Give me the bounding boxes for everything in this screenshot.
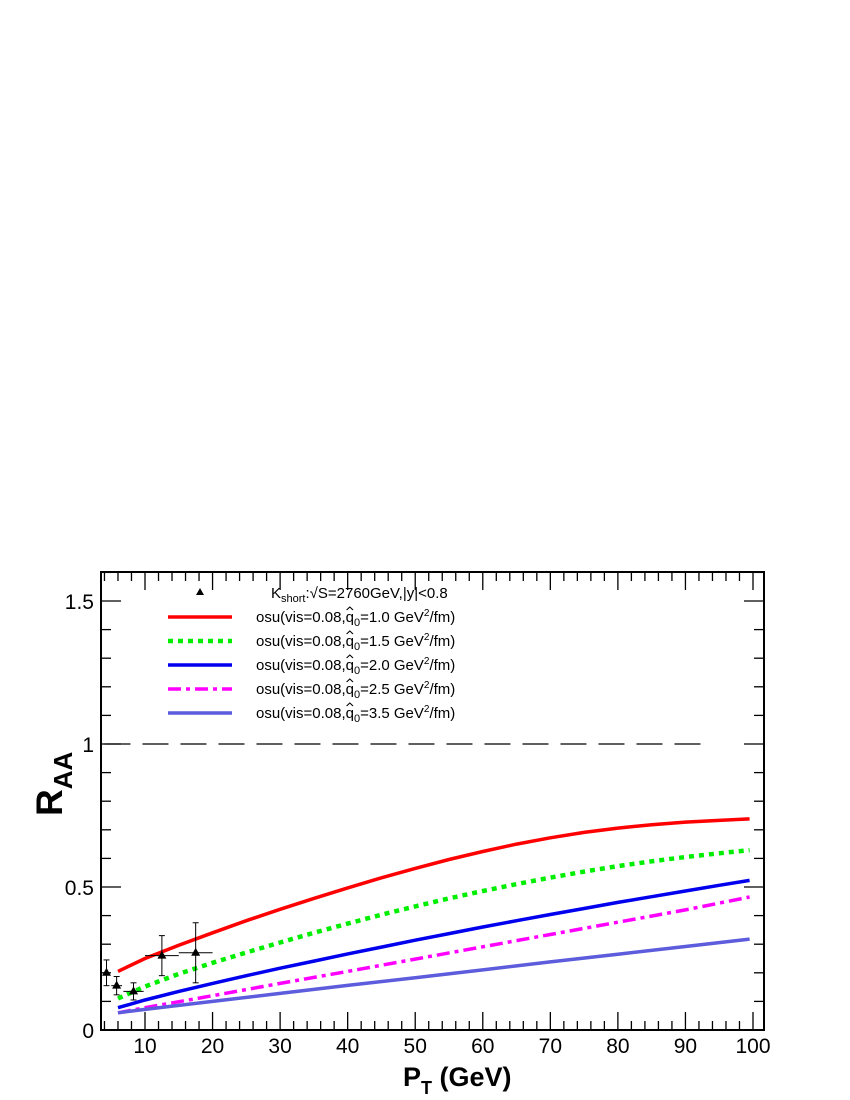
legend-label-pre: osu(vis=0.08,	[256, 609, 346, 626]
legend-label-sub: 0	[354, 641, 360, 653]
legend-label-q: q	[346, 681, 354, 698]
legend-label-sup: 2	[424, 632, 430, 643]
x-tick-label: 70	[539, 1035, 562, 1058]
data-point-2	[111, 976, 123, 996]
x-tick-label: 80	[606, 1035, 629, 1058]
y-axis-title: RAA	[29, 751, 78, 816]
x-tick-label: 90	[674, 1035, 697, 1058]
legend-label-mid: =1.5 GeV	[360, 633, 424, 650]
triangle-marker	[129, 986, 139, 995]
legend-label-post: /fm)	[429, 657, 455, 674]
legend-label-mid: =1.0 GeV	[360, 609, 424, 626]
legend-hat-3	[346, 654, 354, 659]
triangle-marker	[157, 950, 167, 959]
x-tick-label: 50	[404, 1035, 427, 1058]
triangle-marker	[191, 947, 201, 956]
data-point-3	[123, 982, 144, 1001]
legend-label-pre: osu(vis=0.08,	[256, 633, 346, 650]
legend-label-sup: 2	[424, 656, 430, 667]
legend-hat-4	[346, 678, 354, 683]
x-axis-title-sub: T	[421, 1078, 432, 1098]
legend-label-sub: 0	[354, 689, 360, 701]
legend-label-pre: osu(vis=0.08,	[256, 657, 346, 674]
legend-label-1: osu(vis=0.08,q0=1.0 GeV2/fm)	[256, 608, 455, 629]
x-tick-label: 30	[268, 1035, 291, 1058]
legend-label-sup: 2	[424, 680, 430, 691]
y-tick-label: 1	[82, 734, 94, 757]
x-tick-label: 20	[201, 1035, 224, 1058]
x-tick-label: 60	[471, 1035, 494, 1058]
y-axis-title-sub: AA	[48, 751, 78, 789]
legend-label-2: osu(vis=0.08,q0=1.5 GeV2/fm)	[256, 632, 455, 653]
series-line-4	[117, 895, 750, 1015]
legend-label-rest: :√S=2760GeV,|y|<0.8	[305, 585, 447, 602]
legend-label-mid: =3.5 GeV	[360, 705, 424, 722]
legend-label-pre: osu(vis=0.08,	[256, 681, 346, 698]
y-tick-label: 0	[82, 1020, 94, 1043]
y-axis-title-main: R	[29, 789, 70, 816]
legend-label-sup: 2	[424, 608, 430, 619]
legend-label-mid: =2.5 GeV	[360, 681, 424, 698]
legend-label-post: /fm)	[429, 681, 455, 698]
legend-hat-2	[346, 630, 354, 635]
x-axis-title-main: P	[403, 1062, 421, 1092]
x-tick-label: 40	[336, 1035, 359, 1058]
legend-label-sub: 0	[354, 617, 360, 629]
legend-hat-5	[346, 702, 354, 707]
plot-content	[101, 743, 750, 1015]
y-tick-label: 0.5	[65, 877, 94, 900]
legend-label-pre: osu(vis=0.08,	[256, 705, 346, 722]
legend-label-5: osu(vis=0.08,q0=3.5 GeV2/fm)	[256, 704, 455, 725]
legend-marker-triangle	[196, 588, 204, 595]
series-line-5	[117, 937, 750, 1015]
triangle-marker	[112, 980, 122, 989]
y-tick-label: 1.5	[65, 591, 94, 614]
legend-label-4: osu(vis=0.08,q0=2.5 GeV2/fm)	[256, 680, 455, 701]
legend: Kshort:√S=2760GeV,|y|<0.8osu(vis=0.08,q0…	[168, 585, 455, 725]
axis-ticks	[101, 571, 764, 1031]
x-axis-title: PT (GeV)	[403, 1062, 512, 1098]
legend-label-q: q	[346, 705, 354, 722]
legend-label-post: /fm)	[429, 609, 455, 626]
legend-label-mid: =2.0 GeV	[360, 657, 424, 674]
series-line-3	[117, 878, 750, 1010]
legend-label-sub: 0	[354, 665, 360, 677]
x-axis-title-rest: (GeV)	[432, 1062, 512, 1092]
legend-label-sym: K	[271, 585, 281, 602]
legend-label-sup: 2	[424, 704, 430, 715]
legend-label-3: osu(vis=0.08,q0=2.0 GeV2/fm)	[256, 656, 455, 677]
legend-label-sub: 0	[354, 713, 360, 725]
legend-label-sub: short	[281, 593, 305, 605]
legend-label-post: /fm)	[429, 705, 455, 722]
x-tick-label: 100	[735, 1035, 770, 1058]
legend-label-data: Kshort:√S=2760GeV,|y|<0.8	[271, 585, 448, 605]
data-point-5	[178, 922, 213, 984]
legend-label-post: /fm)	[429, 633, 455, 650]
legend-label-q: q	[346, 609, 354, 626]
legend-hat-1	[346, 606, 354, 611]
series-line-1	[117, 817, 750, 973]
x-tick-label: 10	[133, 1035, 156, 1058]
triangle-marker	[101, 967, 111, 976]
data-point-4	[145, 935, 179, 977]
legend-label-q: q	[346, 633, 354, 650]
legend-label-q: q	[346, 657, 354, 674]
